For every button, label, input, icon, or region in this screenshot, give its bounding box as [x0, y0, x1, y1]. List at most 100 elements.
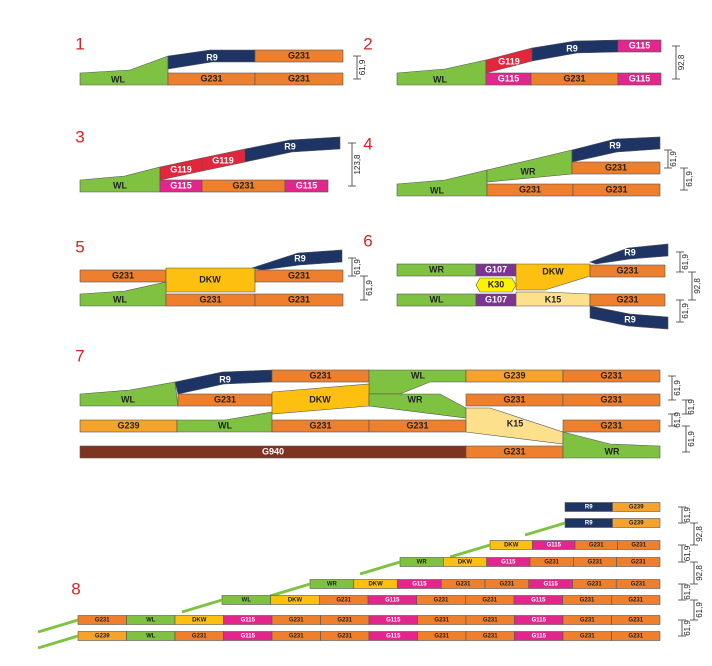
piece-label: G231 — [192, 634, 207, 640]
track-piece — [79, 381, 179, 407]
piece-label: G231 — [631, 560, 646, 566]
piece-label: G231 — [605, 184, 627, 194]
dimension-label: 61,9 — [683, 620, 692, 636]
piece-label: R9 — [206, 52, 218, 62]
track-piece — [254, 72, 344, 86]
dimension-label: 92,8 — [695, 565, 704, 581]
piece-label: WL — [242, 598, 252, 604]
dimension-label: 61,9 — [685, 171, 694, 187]
piece-label: WL — [411, 370, 425, 380]
piece-label: G239 — [629, 505, 644, 511]
piece-label: R9 — [284, 141, 296, 151]
piece-label: G115 — [386, 618, 401, 624]
piece-label: WR — [327, 582, 338, 588]
piece-label: WL — [113, 180, 127, 190]
piece-label: G231 — [483, 634, 498, 640]
piece-label: G231 — [589, 543, 604, 549]
dimension-label: 123,8 — [353, 154, 362, 175]
piece-label: G231 — [600, 370, 622, 380]
piece-label: WR — [408, 394, 423, 404]
piece-label: G239 — [629, 521, 644, 527]
piece-label: G239 — [503, 370, 525, 380]
piece-label: G115 — [629, 40, 651, 50]
dimension-line — [678, 619, 686, 637]
track-piece — [284, 179, 329, 193]
dimension-line — [668, 375, 676, 401]
piece-label: R9 — [585, 521, 593, 527]
piece-label: G231 — [337, 618, 352, 624]
track-piece — [254, 269, 344, 283]
piece-label: G231 — [605, 162, 627, 172]
dimension-label: 61,9 — [683, 584, 692, 600]
track-piece — [515, 263, 591, 291]
piece-label: G231 — [434, 618, 449, 624]
dimension-label: 92,8 — [693, 278, 702, 294]
piece-label: G231 — [309, 370, 331, 380]
dimension-line — [690, 561, 698, 585]
panel-number: 1 — [75, 34, 84, 53]
piece-label: G115 — [532, 618, 547, 624]
track-piece — [562, 431, 661, 459]
piece-label: G231 — [214, 394, 236, 404]
dimension-label: 61,9 — [687, 431, 696, 447]
piece-label: G231 — [288, 270, 310, 280]
piece-label: WR — [605, 446, 620, 456]
piece-label: G940 — [262, 446, 284, 456]
piece-label: WR — [429, 264, 444, 274]
dimension-line — [668, 413, 676, 427]
piece-label: G231 — [200, 73, 222, 83]
piece-label: G119 — [170, 164, 192, 174]
piece-label: G231 — [483, 618, 498, 624]
dimension-line — [682, 399, 690, 415]
track-piece — [571, 161, 661, 175]
dimension-line — [676, 251, 684, 273]
piece-label: WL — [146, 634, 156, 640]
dimension-label: 61,9 — [683, 507, 692, 523]
dimension-label: 92,8 — [677, 54, 686, 70]
piece-label: G231 — [500, 582, 515, 588]
piece-label: G231 — [587, 582, 602, 588]
dimension-line — [682, 425, 690, 453]
piece-label: WL — [111, 74, 125, 84]
piece-label: DKW — [458, 560, 473, 566]
diverging-track — [269, 582, 311, 598]
piece-label: WR — [417, 560, 428, 566]
track-piece — [589, 264, 666, 278]
piece-label: G107 — [485, 294, 507, 304]
track-piece — [254, 49, 344, 63]
piece-label: G115 — [241, 634, 256, 640]
dimension-line — [680, 167, 688, 191]
dimension-label: 61,9 — [358, 59, 367, 75]
panel-number: 5 — [75, 237, 84, 256]
piece-label: G115 — [385, 598, 400, 604]
piece-label: WL — [433, 74, 447, 84]
piece-label: G115 — [241, 618, 256, 624]
track-piece — [254, 293, 344, 307]
piece-label: G231 — [600, 394, 622, 404]
dimension-label: 61,9 — [353, 259, 362, 275]
piece-label: G115 — [547, 543, 562, 549]
piece-label: G231 — [232, 180, 254, 190]
dimension-label: 92,8 — [695, 526, 704, 542]
diverging-track — [359, 560, 401, 576]
piece-label: G231 — [337, 634, 352, 640]
dimension-label: 61,9 — [673, 380, 682, 396]
dimension-label: 61,9 — [681, 303, 690, 319]
dimension-line — [348, 257, 356, 277]
track-piece — [611, 631, 661, 641]
dimension-label: 61,9 — [673, 412, 682, 428]
dimension-line — [676, 299, 684, 323]
piece-label: R9 — [624, 314, 636, 324]
track-piece — [244, 136, 341, 163]
dimension-label: 61,9 — [669, 151, 678, 167]
piece-label: G231 — [503, 446, 525, 456]
diverging-track — [37, 618, 79, 634]
piece-label: G231 — [482, 598, 497, 604]
dimension-label: 61,9 — [683, 545, 692, 561]
dimension-line — [360, 275, 368, 301]
piece-label: G119 — [498, 56, 520, 66]
panel-number: 8 — [71, 579, 80, 598]
piece-label: G231 — [199, 294, 221, 304]
